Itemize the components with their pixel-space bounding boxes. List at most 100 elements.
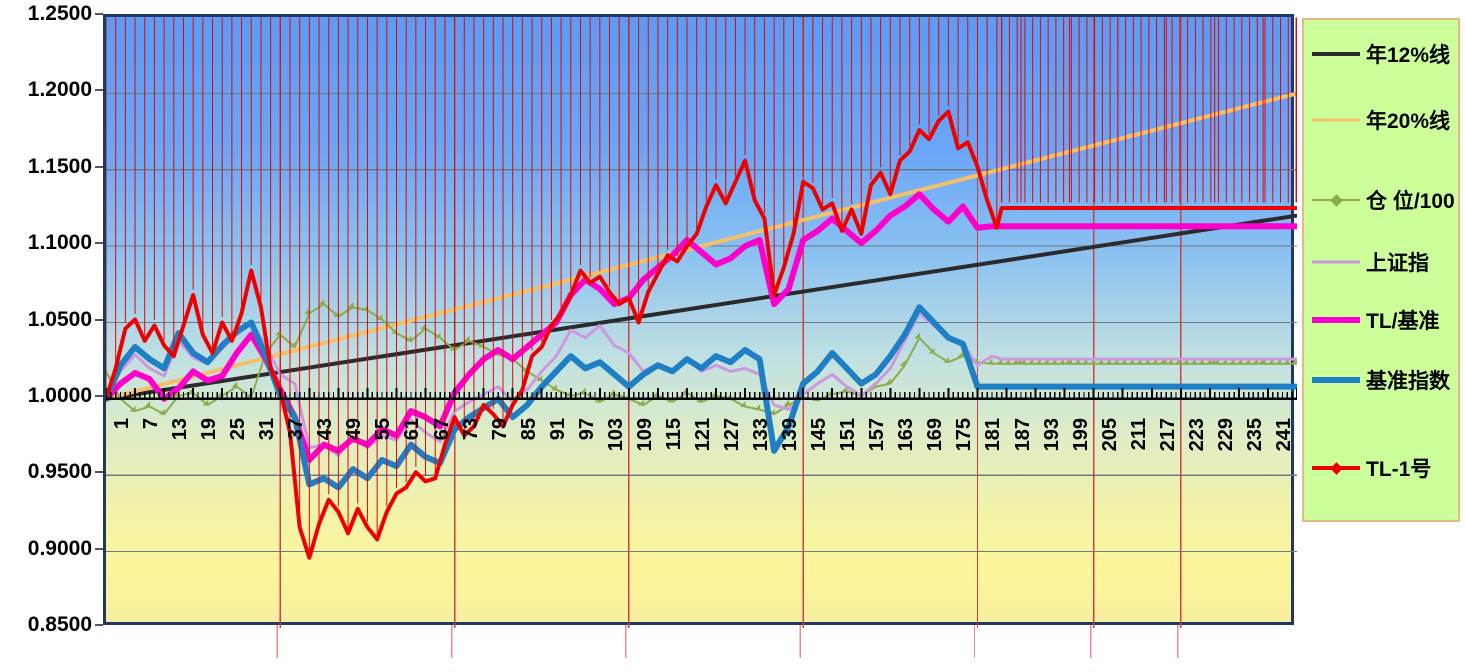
series-marker-position xyxy=(1019,358,1026,365)
x-axis-tick-label: 217 xyxy=(1156,418,1179,452)
series-line12 xyxy=(106,213,1297,401)
series-marker-position xyxy=(347,302,354,308)
series-marker-position xyxy=(739,401,746,408)
series-marker-position xyxy=(1159,358,1165,365)
series-marker-position xyxy=(1221,358,1227,365)
plot-series-svg xyxy=(106,17,1297,628)
y-axis-tick-label: 1.0000 xyxy=(27,383,92,407)
y-axis-tick-label: 0.9500 xyxy=(27,460,92,484)
legend-item-line12[interactable]: 年12%线 xyxy=(1304,30,1458,78)
x-axis-tick-label: 37 xyxy=(285,418,308,441)
series-marker-position xyxy=(275,329,281,336)
series-marker-position xyxy=(1151,358,1158,365)
x-axis-tick-label: 115 xyxy=(662,418,685,451)
series-marker-position xyxy=(318,298,325,305)
series-line-line12 xyxy=(106,213,1297,401)
series-marker-position xyxy=(1275,358,1282,365)
series-line-line20 xyxy=(106,91,1297,401)
series-marker-position xyxy=(289,341,296,348)
series-marker-position xyxy=(1058,358,1065,365)
series-marker-position xyxy=(1112,358,1119,365)
legend-line-line12 xyxy=(1312,52,1360,56)
legend-swatch-line12-icon xyxy=(1308,44,1364,64)
series-marker-position xyxy=(943,357,949,363)
y-axis-tick-mark xyxy=(95,471,103,474)
series-marker-position xyxy=(536,375,543,382)
series-marker-position xyxy=(754,404,761,411)
series-marker-position xyxy=(1290,358,1297,365)
x-axis-tick-label: 19 xyxy=(198,418,221,441)
legend-swatch-benchmark-icon xyxy=(1308,370,1364,390)
legend-swatch-tl1-icon xyxy=(1308,458,1364,478)
y-axis-tick-mark xyxy=(95,394,103,397)
series-marker-position xyxy=(996,358,1003,365)
x-axis-tick-label: 241 xyxy=(1272,418,1295,452)
x-axis-tick-label: 49 xyxy=(343,418,366,441)
legend-item-line20[interactable]: 年20%线 xyxy=(1304,96,1458,144)
legend-label-line12: 年12%线 xyxy=(1366,44,1451,67)
y-axis-labels: 1.2500 1.2000 1.1500 1.1000 1.0500 1.0000 0.95… xyxy=(0,0,103,672)
x-axis-tick-label: 163 xyxy=(895,418,918,452)
series-tl1 xyxy=(106,17,1297,560)
series-marker-position xyxy=(1228,358,1235,365)
series-marker-position xyxy=(129,405,136,412)
series-marker-position xyxy=(1004,358,1010,365)
legend-marker-position-icon xyxy=(1329,193,1343,207)
legend-item-tl_ratio[interactable]: TL/基准 xyxy=(1304,296,1458,344)
series-marker-position xyxy=(928,347,935,354)
x-axis-tick-label: 133 xyxy=(750,418,773,452)
series-marker-position xyxy=(434,332,441,339)
x-axis-tick-label: 181 xyxy=(982,418,1005,452)
series-marker-position xyxy=(1035,358,1041,365)
x-axis-tick-label: 1 xyxy=(111,418,133,430)
series-marker-position xyxy=(1143,358,1150,365)
legend-swatch-sse-icon xyxy=(1308,252,1364,272)
x-axis-tick-label: 109 xyxy=(633,418,656,452)
legend-line-sse xyxy=(1312,260,1360,264)
legend-item-benchmark[interactable]: 基准指数 xyxy=(1304,356,1458,404)
series-marker-position xyxy=(420,323,427,330)
series-marker-position xyxy=(986,358,993,365)
legend-item-tl1[interactable]: TL-1号 xyxy=(1304,444,1458,492)
series-marker-position xyxy=(362,305,368,311)
series-marker-position xyxy=(1027,358,1034,365)
series-marker-position xyxy=(1120,358,1127,365)
y-axis-tick-label: 0.9000 xyxy=(27,536,92,560)
x-axis-tick-label: 127 xyxy=(721,418,744,452)
series-marker-position xyxy=(1267,358,1274,365)
x-axis-tick-label: 229 xyxy=(1214,418,1237,452)
series-marker-position xyxy=(1135,358,1142,365)
y-axis-tick-label: 1.2000 xyxy=(27,78,92,102)
x-axis-tick-label: 91 xyxy=(546,418,569,441)
legend-swatch-tl_ratio-icon xyxy=(1308,310,1364,330)
series-marker-position xyxy=(1252,358,1258,365)
y-axis-tick-label: 1.1000 xyxy=(27,231,92,255)
series-line-tl1 xyxy=(106,109,1297,560)
plot-area xyxy=(103,14,1297,628)
x-axis-tick-label: 211 xyxy=(1127,418,1150,451)
x-axis-tick-label: 85 xyxy=(517,418,540,441)
series-marker-position xyxy=(376,314,383,320)
y-axis-tick-mark xyxy=(95,13,103,15)
x-axis-tick-label: 97 xyxy=(575,418,598,441)
series-marker-position xyxy=(1050,358,1057,365)
series-marker-position xyxy=(231,381,238,388)
legend-item-sse[interactable]: 上证指 xyxy=(1304,238,1458,286)
y-axis-tick-mark xyxy=(95,242,103,245)
y-axis-tick-mark xyxy=(95,318,103,321)
legend-item-position[interactable]: 仓 位/100 xyxy=(1304,176,1458,224)
series-marker-position xyxy=(899,360,906,366)
series-marker-position xyxy=(1128,358,1134,365)
series-marker-position xyxy=(885,378,891,385)
series-marker-position xyxy=(638,399,644,406)
x-axis-tick-label: 13 xyxy=(169,418,192,441)
series-marker-position xyxy=(841,386,848,392)
series-marker-position xyxy=(405,335,412,342)
x-axis-tick-label: 175 xyxy=(953,418,976,452)
legend-label-tl_ratio: TL/基准 xyxy=(1366,310,1440,333)
y-axis-tick-label: 1.1500 xyxy=(27,154,92,178)
series-marker-position xyxy=(158,408,165,415)
x-axis-tick-label: 121 xyxy=(691,418,714,452)
legend-swatch-line20-icon xyxy=(1308,110,1364,130)
